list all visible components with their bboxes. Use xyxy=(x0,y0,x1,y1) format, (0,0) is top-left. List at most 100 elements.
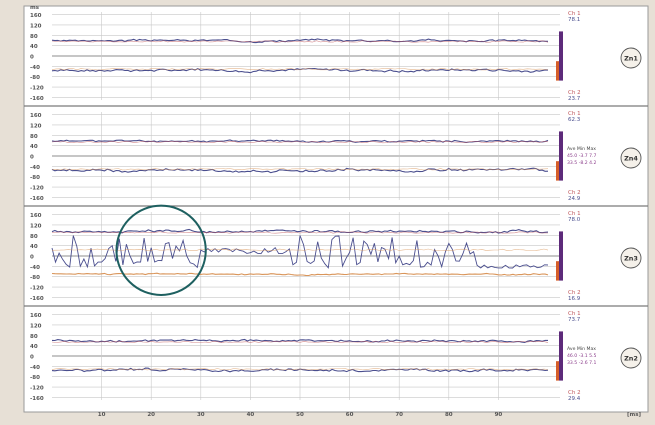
y-tick-label: 160 xyxy=(30,13,42,19)
readout-bottom-value: 24.9 xyxy=(568,196,581,202)
plot-frame xyxy=(23,5,649,413)
panel-marker-tick xyxy=(556,61,559,81)
readout-top-value: 73.7 xyxy=(568,317,581,323)
x-tick-label: 10 xyxy=(98,412,106,418)
series-line-lower xyxy=(51,235,549,269)
panel-marker-bar xyxy=(559,31,563,81)
x-tick-label: 70 xyxy=(395,412,403,418)
x-tick-label: 40 xyxy=(247,412,255,418)
y-tick-label: 80 xyxy=(30,134,38,140)
reference-line-lower xyxy=(51,368,549,371)
panel-marker-tick xyxy=(556,161,559,181)
zone-label: Zn1 xyxy=(624,55,638,63)
readout-bottom-label: Ch 2 xyxy=(568,190,581,196)
x-tick-label: 60 xyxy=(346,412,354,418)
y-tick-label: 120 xyxy=(30,123,42,129)
zone-label-circle xyxy=(620,47,642,69)
y-tick-label: -120 xyxy=(30,386,44,392)
y-tick-label: -40 xyxy=(30,165,40,171)
y-tick-label: -40 xyxy=(30,65,40,71)
x-unit-label: [ms] xyxy=(627,412,642,418)
reference-line-lower xyxy=(51,248,549,251)
readout-top-label: Ch 1 xyxy=(568,211,581,217)
zone-label-circle xyxy=(620,347,642,369)
series-line-lower xyxy=(51,167,549,174)
y-tick-label: 80 xyxy=(30,234,38,240)
readout-top-label: Ch 1 xyxy=(568,111,581,117)
zone-label-circle xyxy=(620,147,642,169)
readout-bottom-label: Ch 2 xyxy=(568,290,581,296)
readout-bottom-value: 29.4 xyxy=(568,396,581,402)
panel-Zn3: 160 120 80 40 0 -40 -80 -120 -160 Ch 178.0 Ch 216.… xyxy=(24,204,648,302)
y-tick-label: 40 xyxy=(30,344,38,350)
y-tick-label: 0 xyxy=(30,155,34,161)
y-tick-label: 160 xyxy=(30,213,42,219)
stats-line: 45.0 -3.7 7.7 xyxy=(567,153,596,159)
panel-marker-tick xyxy=(556,261,559,281)
panel-marker-bar xyxy=(559,331,563,381)
x-tick-label: 20 xyxy=(147,412,155,418)
zone-label: Zn3 xyxy=(624,255,638,263)
y-tick-label: 160 xyxy=(30,313,42,319)
reference-line-upper xyxy=(51,340,549,344)
x-tick-label: 30 xyxy=(197,412,205,418)
y-tick-label: -160 xyxy=(30,96,44,102)
panel-Zn1: 160 120 80 40 0 -40 -80 -120 -160 ms Ch 178.1 Ch 22… xyxy=(30,5,642,102)
y-tick-label: -120 xyxy=(30,186,44,192)
stats-line: 33.5 -2.6 7.1 xyxy=(567,360,596,366)
readout-bottom-label: Ch 2 xyxy=(568,90,581,96)
y-tick-label: -80 xyxy=(30,275,40,281)
reference-line-upper xyxy=(51,140,549,144)
panel-marker-tick xyxy=(556,361,559,381)
y-tick-label: 120 xyxy=(30,23,42,29)
y-tick-label: -40 xyxy=(30,265,40,271)
zone-label: Zn4 xyxy=(624,155,638,163)
readout-top-value: 62.3 xyxy=(568,117,581,123)
stats-line: Ave Min Max xyxy=(567,346,596,352)
stats-line: 33.5 -8.2 4.2 xyxy=(567,160,596,166)
y-tick-label: 120 xyxy=(30,223,42,229)
x-tick-label: 90 xyxy=(495,412,503,418)
readout-bottom-label: Ch 2 xyxy=(568,390,581,396)
zone-label-circle xyxy=(620,247,642,269)
readout-bottom-value: 23.7 xyxy=(568,96,581,102)
x-tick-label: 80 xyxy=(445,412,453,418)
y-tick-label: 80 xyxy=(30,334,38,340)
y-tick-label: -80 xyxy=(30,375,40,381)
reference-line-upper xyxy=(51,231,549,234)
series-line-upper xyxy=(51,139,549,143)
y-tick-label: 120 xyxy=(30,323,42,329)
y-tick-label: -120 xyxy=(30,86,44,92)
y-tick-label: 0 xyxy=(30,355,34,361)
y-unit-label: ms xyxy=(30,5,40,11)
reference-line-lower xyxy=(51,68,549,71)
readout-top-value: 78.0 xyxy=(568,217,581,223)
reference-line-upper xyxy=(51,40,549,43)
y-tick-label: 80 xyxy=(30,34,38,40)
y-tick-label: 40 xyxy=(30,144,38,150)
y-tick-label: -40 xyxy=(30,365,40,371)
y-tick-label: 0 xyxy=(30,55,34,61)
y-tick-label: 40 xyxy=(30,244,38,250)
readout-top-label: Ch 1 xyxy=(568,311,581,317)
zone-label: Zn2 xyxy=(624,355,638,363)
panel-marker-bar xyxy=(559,131,563,181)
y-tick-label: 0 xyxy=(30,255,34,261)
y-tick-label: -160 xyxy=(30,196,44,202)
stats-line: Ave Min Max xyxy=(567,146,596,152)
stats-line: 46.0 -3.1 5.5 xyxy=(567,353,596,359)
y-tick-label: -160 xyxy=(30,296,44,302)
y-tick-label: 160 xyxy=(30,113,42,119)
y-tick-label: -80 xyxy=(30,75,40,81)
y-tick-label: -80 xyxy=(30,175,40,181)
series-line-reference xyxy=(51,272,549,277)
panel-marker-bar xyxy=(559,231,563,281)
y-tick-label: 40 xyxy=(30,44,38,50)
series-line-upper xyxy=(51,338,548,343)
readout-top-value: 78.1 xyxy=(568,17,580,23)
readout-bottom-value: 16.9 xyxy=(568,296,581,302)
annotation-circle xyxy=(115,204,207,296)
y-tick-label: -160 xyxy=(30,396,44,402)
